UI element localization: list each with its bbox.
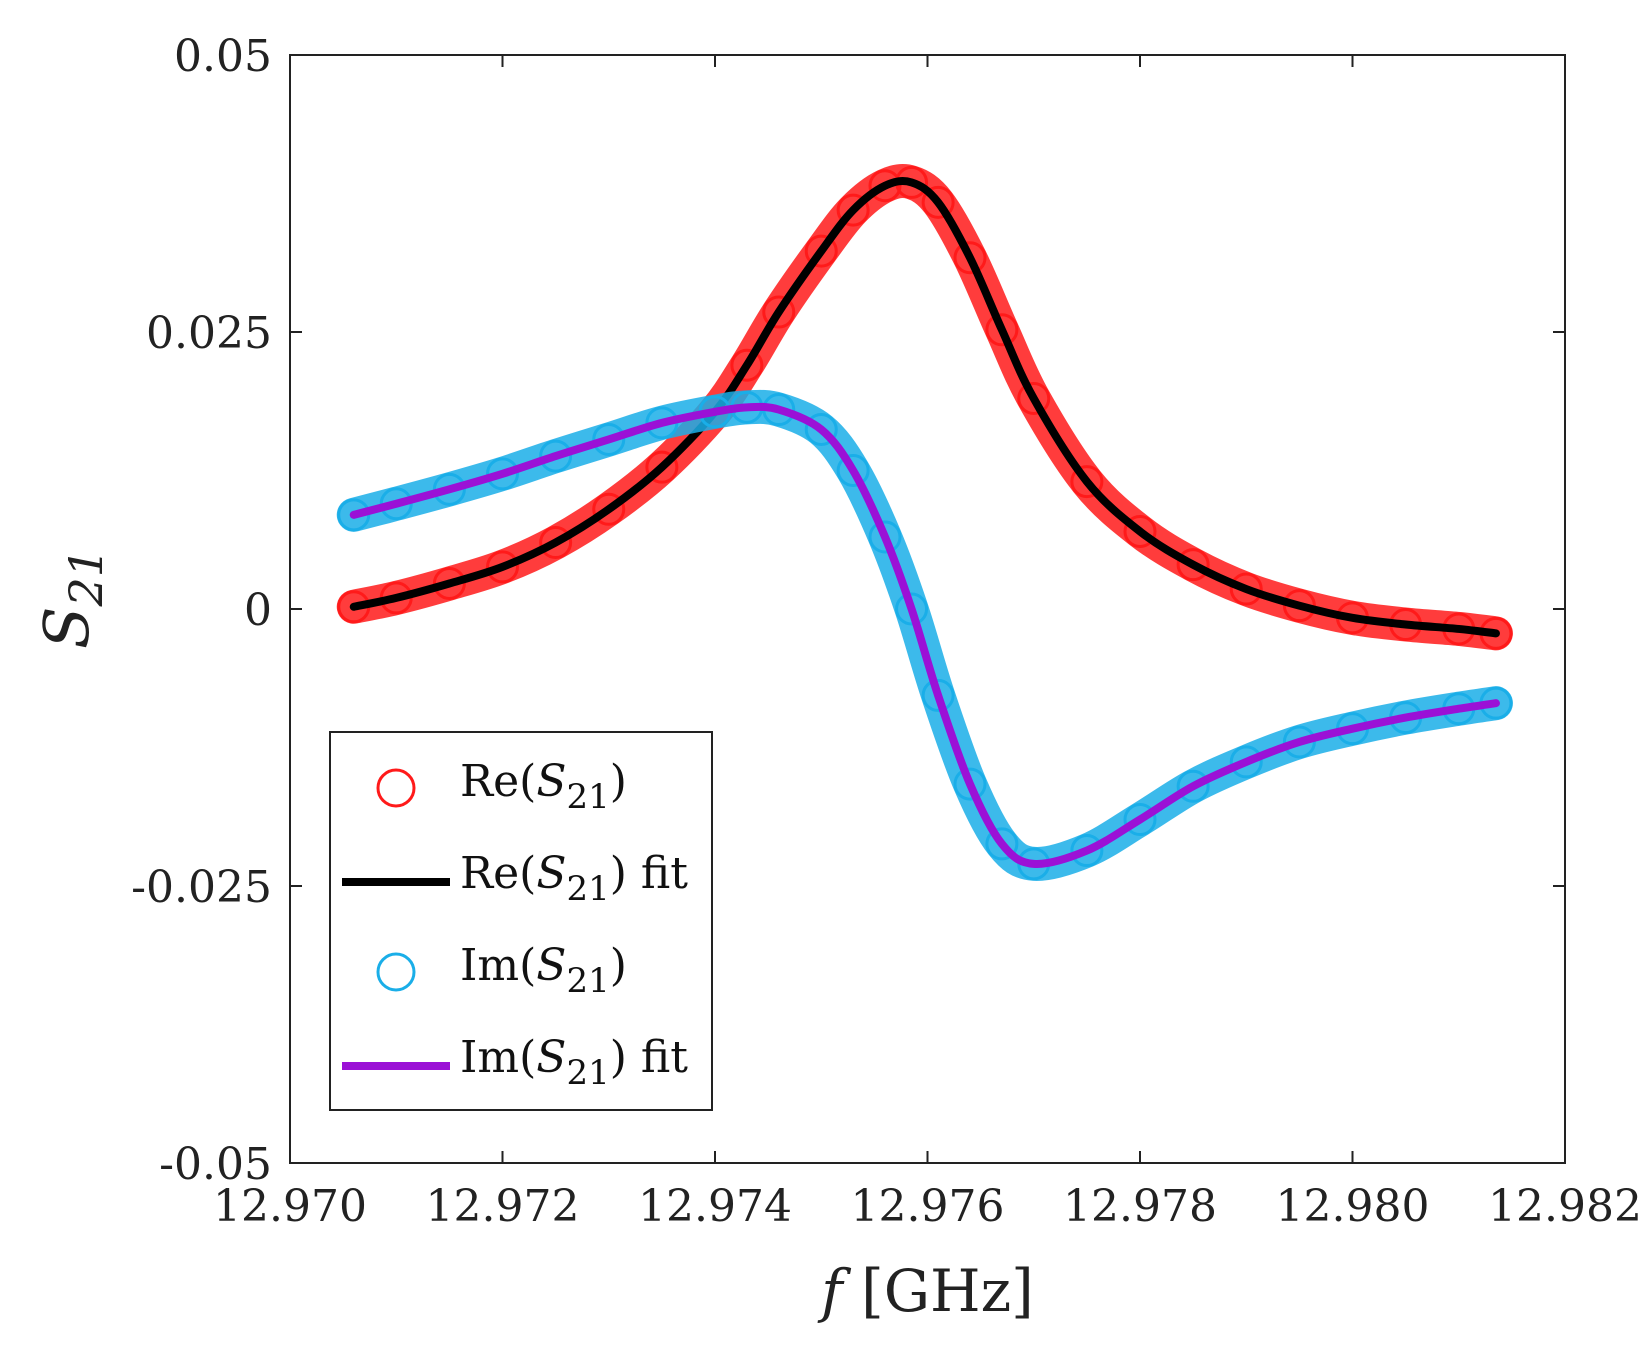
series-layer <box>336 164 1513 881</box>
data-point <box>1070 834 1104 868</box>
data-point <box>762 295 796 329</box>
data-point <box>1070 465 1104 499</box>
data-point <box>432 472 466 506</box>
x-tick-label: 12.980 <box>1276 1181 1430 1232</box>
y-axis-label-base: S <box>30 607 103 649</box>
data-point <box>539 526 573 560</box>
data-point <box>592 492 626 526</box>
data-point <box>836 193 870 227</box>
data-point <box>921 185 955 219</box>
series-re-s21-fit <box>349 177 1500 638</box>
x-tick-label: 12.976 <box>851 1181 1005 1232</box>
series-re-s21- <box>336 164 1513 651</box>
data-point <box>921 678 955 712</box>
data-point <box>1176 769 1210 803</box>
y-tick-label: 0.025 <box>146 308 272 359</box>
data-point <box>1229 572 1263 606</box>
data-point <box>730 348 764 382</box>
data-point <box>1123 514 1157 548</box>
legend-marker <box>376 768 416 808</box>
data-point <box>592 422 626 456</box>
x-axis-label: f [GHz] <box>817 1257 1034 1325</box>
data-point <box>985 313 1019 347</box>
data-point <box>539 439 573 473</box>
data-point <box>432 567 466 601</box>
x-tick-label: 12.970 <box>213 1181 367 1232</box>
data-point <box>1176 548 1210 582</box>
data-point <box>645 450 679 484</box>
y-axis-label: S21 <box>30 548 113 649</box>
legend-marker <box>376 952 416 992</box>
y-tick-label: 0.05 <box>174 31 272 82</box>
data-point <box>836 454 870 487</box>
x-tick-label: 12.974 <box>638 1181 792 1232</box>
data-point <box>486 457 519 491</box>
data-point <box>953 767 987 801</box>
y-tick-label: 0 <box>244 585 272 636</box>
legend-label: Im(S21) fit <box>460 1032 688 1093</box>
data-point <box>486 550 519 584</box>
data-point <box>985 827 1019 861</box>
legend-label: Im(S21) <box>460 940 627 1001</box>
legend: Re(S21) Re(S21) fit Im(S21) Im(S21) fit <box>329 731 713 1111</box>
data-point <box>868 520 902 554</box>
data-point <box>804 413 838 447</box>
series-im-s21-fit <box>349 402 1500 868</box>
data-point <box>868 169 902 203</box>
x-tick-label: 12.972 <box>426 1181 580 1232</box>
legend-label: Re(S21) fit <box>460 848 688 909</box>
legend-box <box>329 731 713 1111</box>
x-tick-label: 12.982 <box>1488 1181 1642 1232</box>
tick-labels: 12.970 12.972 12.974 12.976 12.978 12.980 12.9… <box>131 31 1642 1232</box>
ticks-layer <box>289 54 1566 1164</box>
data-point <box>1282 725 1316 759</box>
data-point <box>953 241 987 275</box>
data-point <box>895 592 929 626</box>
data-point <box>1017 381 1051 415</box>
fit-line <box>349 402 1500 868</box>
x-tick-label: 12.978 <box>1063 1181 1217 1232</box>
y-tick-label: -0.025 <box>131 862 272 913</box>
y-axis-label-subscript: 21 <box>59 548 113 608</box>
marker-band <box>336 164 1513 651</box>
data-point <box>804 234 838 268</box>
data-point <box>1229 745 1263 779</box>
data-point <box>1123 803 1157 837</box>
y-tick-label: -0.05 <box>159 1139 272 1190</box>
x-axis-label-unit: [GHz] <box>843 1257 1034 1325</box>
legend-label: Re(S21) <box>460 756 627 817</box>
fit-line <box>349 177 1500 638</box>
